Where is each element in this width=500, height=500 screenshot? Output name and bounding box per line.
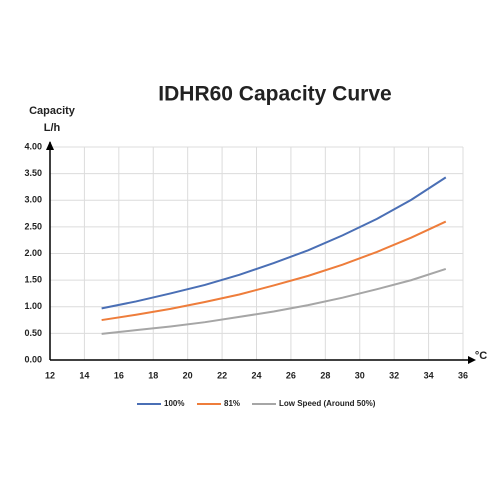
series-line — [101, 176, 447, 310]
x-tick-label: 20 — [183, 370, 193, 380]
legend-label: Low Speed (Around 50%) — [279, 399, 376, 408]
y-tick-label: 1.00 — [24, 301, 42, 311]
x-tick-label: 36 — [458, 370, 468, 380]
grid — [49, 146, 464, 361]
y-tick-label: 4.00 — [24, 141, 42, 151]
x-axis-arrow — [468, 356, 476, 364]
x-tick-label: 14 — [79, 370, 89, 380]
legend-label: 81% — [224, 399, 240, 408]
y-tick-label: 1.50 — [24, 275, 42, 285]
series-line — [101, 267, 447, 335]
y-axis-label: Capacity — [29, 105, 76, 117]
y-tick-label: 3.00 — [24, 195, 42, 205]
legend-label: 100% — [164, 399, 184, 408]
y-tick-label: 2.00 — [24, 248, 42, 258]
y-axis-unit: L/h — [44, 122, 61, 134]
x-tick-label: 30 — [355, 370, 365, 380]
x-tick-label: 12 — [45, 370, 55, 380]
x-tick-label: 28 — [320, 370, 330, 380]
x-tick-label: 24 — [251, 370, 261, 380]
y-axis-arrow — [46, 141, 54, 150]
y-tick-label: 0.50 — [24, 328, 42, 338]
x-tick-label: 26 — [286, 370, 296, 380]
y-tick-label: 2.50 — [24, 221, 42, 231]
x-axis-label: °C — [475, 350, 487, 362]
x-tick-label: 16 — [114, 370, 124, 380]
y-tick-label: 0.00 — [24, 354, 42, 364]
x-tick-label: 18 — [148, 370, 158, 380]
series-line — [101, 220, 447, 322]
chart-title: IDHR60 Capacity Curve — [158, 83, 391, 106]
y-tick-label: 3.50 — [24, 168, 42, 178]
x-tick-label: 34 — [424, 370, 434, 380]
x-tick-label: 22 — [217, 370, 227, 380]
x-tick-label: 32 — [389, 370, 399, 380]
